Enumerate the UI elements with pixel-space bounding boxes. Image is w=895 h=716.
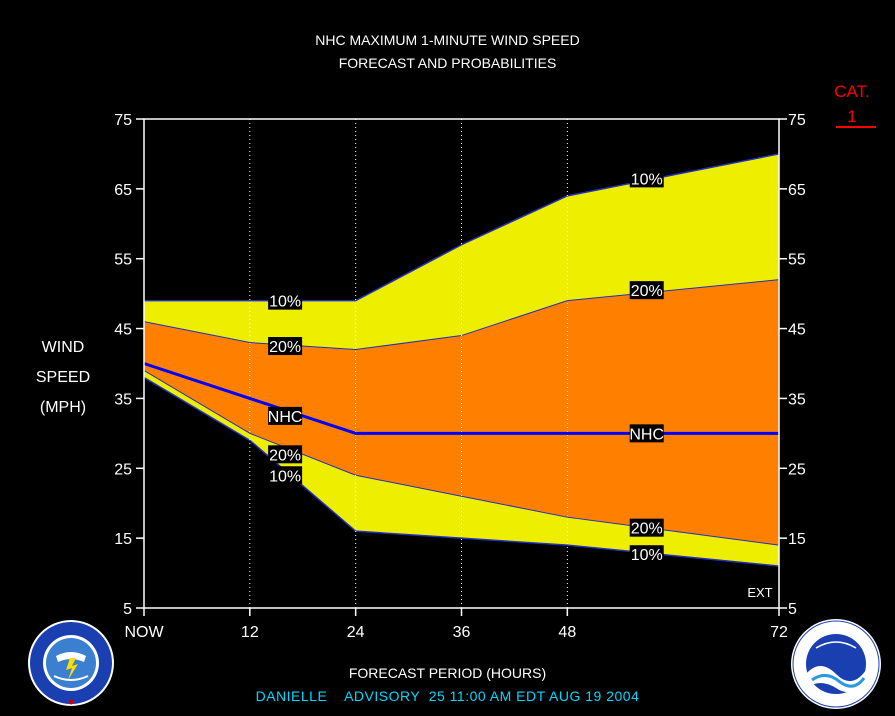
y-tick-label-right-25: 25 [788,461,806,478]
annotation-bg-5 [629,169,664,188]
chart-title-line1: NHC MAXIMUM 1-MINUTE WIND SPEED [315,32,580,48]
y-tick-label-left-35: 35 [114,391,132,408]
x-tick-label-24: 24 [347,624,365,641]
y-tick-label-right-5: 5 [788,601,797,618]
x-axis-title: FORECAST PERIOD (HOURS) [348,665,547,681]
x-tick-label-72: 72 [770,624,788,641]
annotation-label-8: 20% [631,521,663,538]
annotation-bg-6 [629,281,664,300]
annotation-label-2: NHC [268,409,303,426]
y-tick-label-left-25: 25 [114,461,132,478]
annotation-label-9: 10% [631,547,663,564]
chart-title-line2: FORECAST AND PROBABILITIES [338,55,557,71]
y-tick-label-left-75: 75 [114,112,132,129]
annotation-label-3: 20% [269,447,301,464]
x-tick-label-48: 48 [558,624,576,641]
y-axis-label-speed: SPEED [35,369,91,386]
category-label: CAT. [834,82,870,101]
series-line-lower-10 [143,376,780,567]
category-underline [836,126,876,128]
annotation-bg-9 [629,545,664,564]
annotation-label-4: 10% [269,468,301,485]
nws-logo [28,620,114,706]
annotation-label-0: 10% [269,294,301,311]
series-line-upper-10 [144,153,780,302]
nhc-forecast-line [143,362,779,435]
y-tick-label-right-75: 75 [788,112,806,129]
y-tick-label-right-15: 15 [788,531,806,548]
annotation-label-1: 20% [269,339,301,356]
annotation-bg-2 [268,406,303,425]
x-tick-label-12: 12 [241,624,259,641]
y-tick-label-left-55: 55 [114,252,132,269]
x-tick-label-36: 36 [453,624,471,641]
annotation-bg-0 [268,291,303,310]
annotation-bg-8 [629,518,664,537]
y-axis-label-units: (MPH) [39,399,87,416]
y-tick-label-right-55: 55 [788,252,806,269]
annotation-bg-3 [268,445,303,464]
y-tick-label-left-15: 15 [114,531,132,548]
annotation-bg-1 [268,337,303,356]
y-tick-label-left-45: 45 [114,322,132,339]
y-tick-label-right-65: 65 [788,182,806,199]
y-axis-label-wind: WIND [41,339,85,356]
inner-probability-band [144,279,779,546]
y-tick-label-right-35: 35 [788,391,806,408]
x-tick-label-0: NOW [124,624,164,641]
advisory-info: DANIELLE ADVISORY 25 11:00 AM EDT AUG 19… [255,688,640,704]
noaa-logo [791,619,881,709]
y-tick-label-left-65: 65 [114,182,132,199]
ext-label: EXT [747,585,772,600]
annotation-label-5: 10% [631,171,663,188]
annotation-bg-7 [629,424,664,443]
y-tick-label-right-45: 45 [788,322,806,339]
annotation-label-6: 20% [631,283,663,300]
annotation-bg-4 [268,466,303,485]
y-tick-label-left-5: 5 [123,601,132,618]
series-line-lower-20 [143,370,780,546]
annotation-label-7: NHC [629,426,664,443]
category-value: 1 [847,107,857,126]
